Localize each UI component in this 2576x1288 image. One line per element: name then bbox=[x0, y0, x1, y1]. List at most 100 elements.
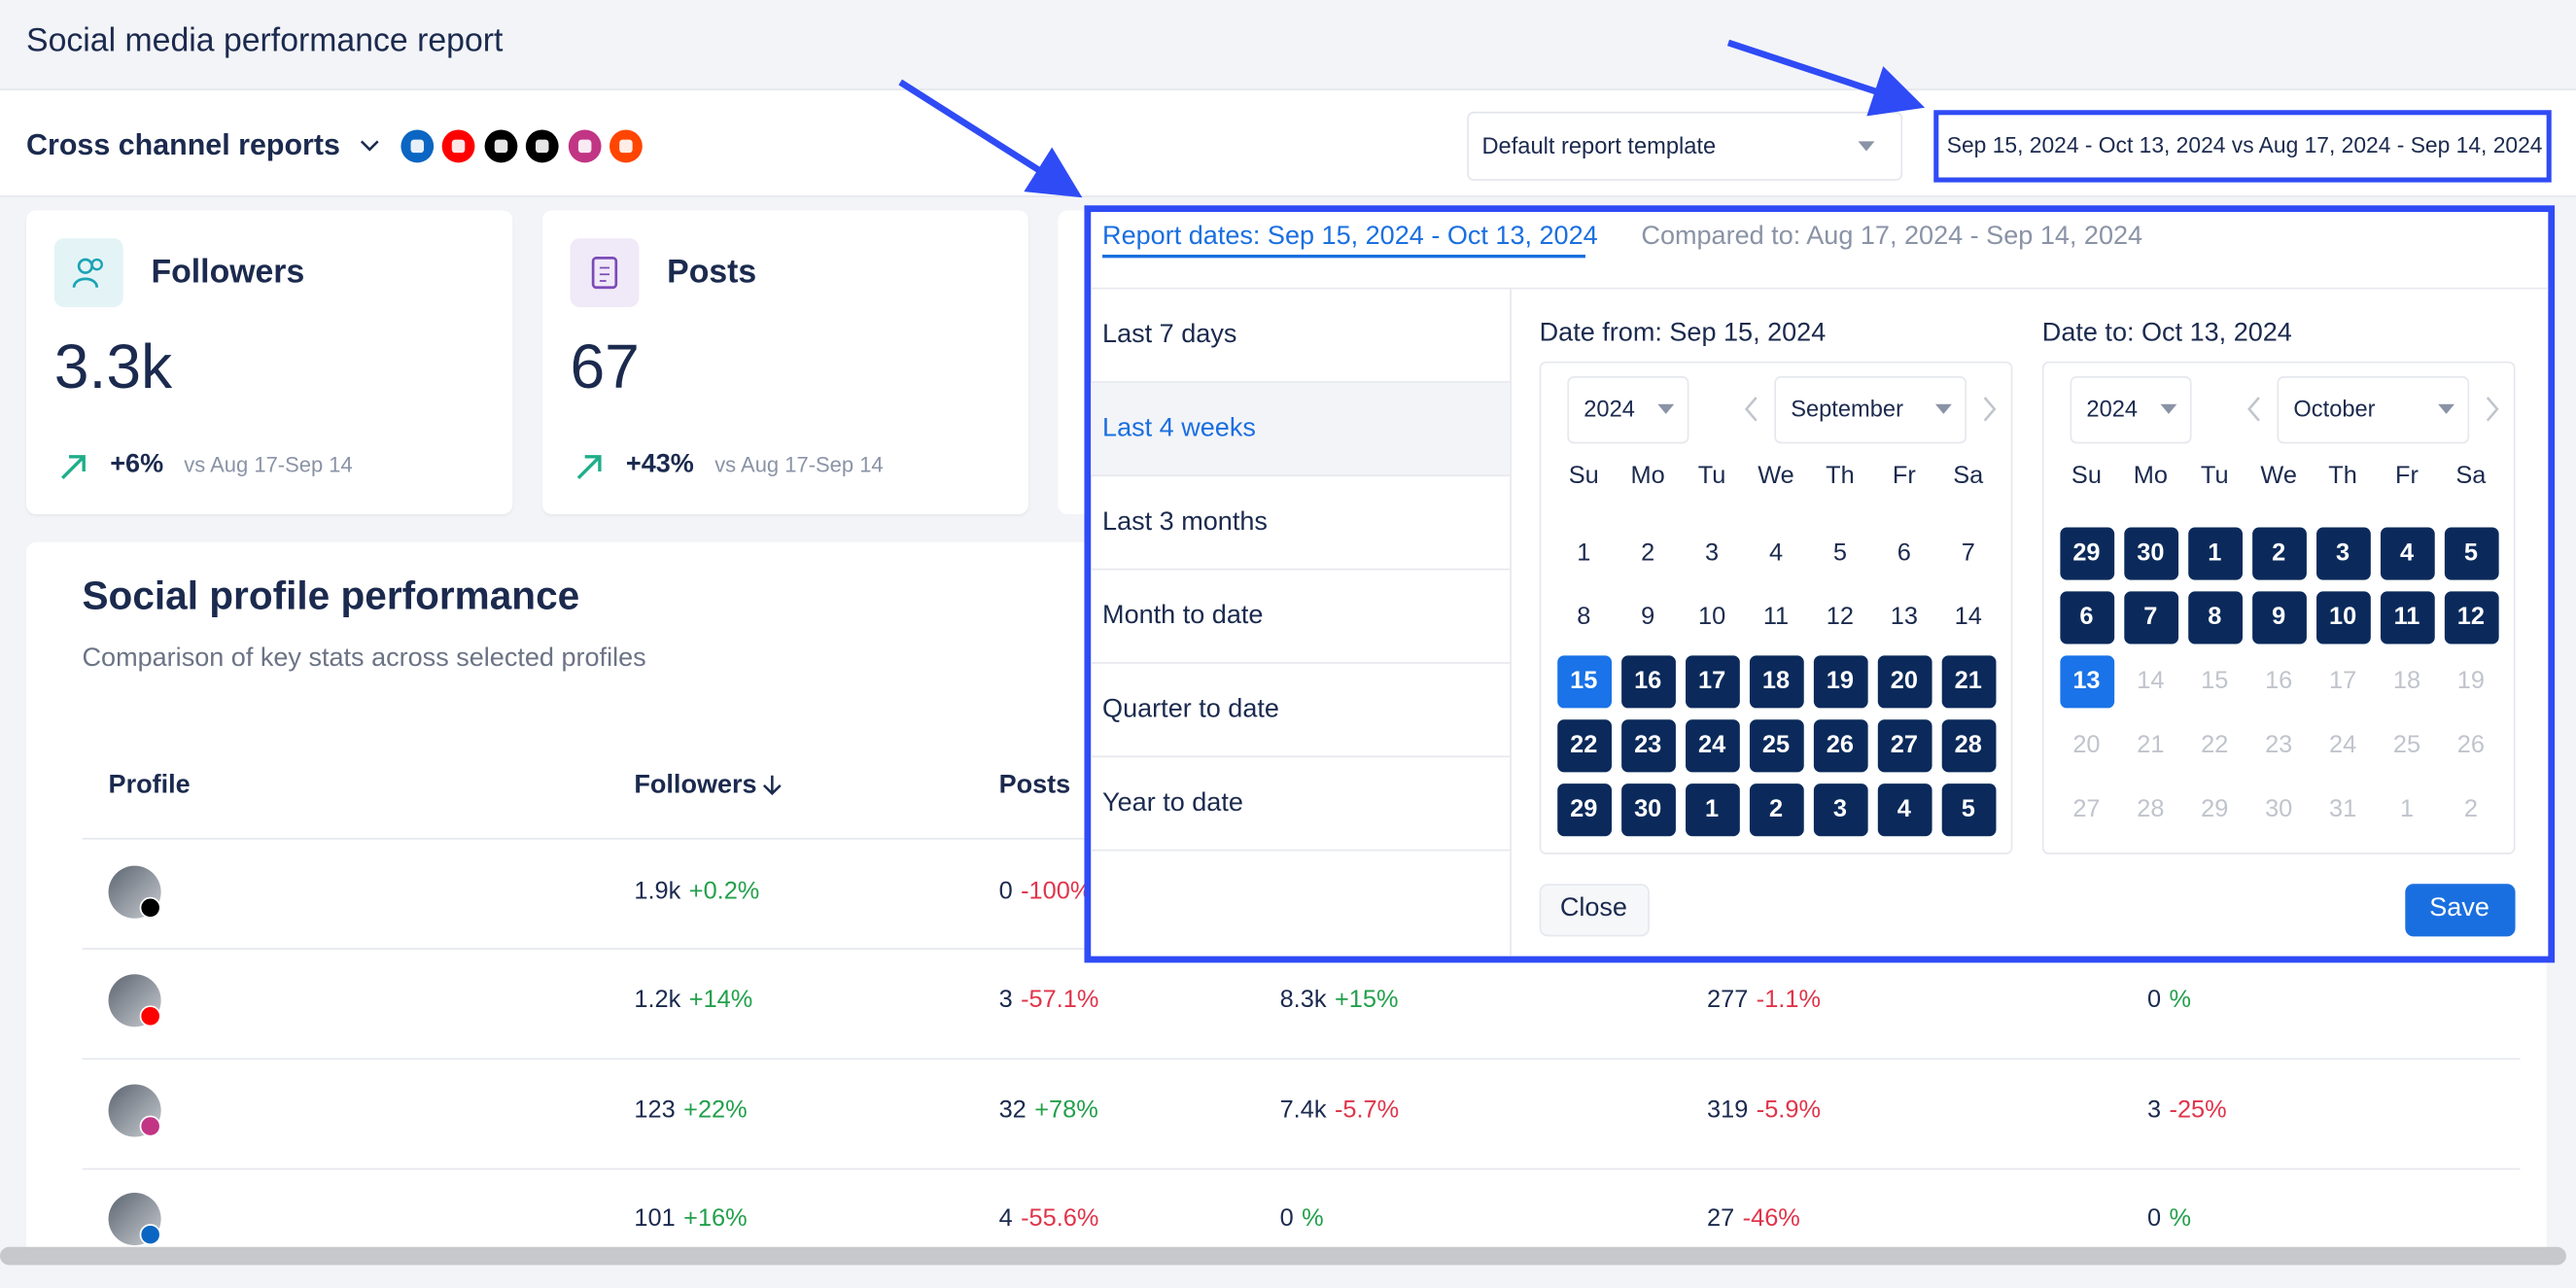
preset-option[interactable]: Year to date bbox=[1102, 788, 1243, 818]
preset-option[interactable]: Quarter to date bbox=[1102, 695, 1279, 724]
close-button[interactable] bbox=[1539, 884, 1650, 937]
top-bar bbox=[0, 0, 2576, 90]
selected-day bbox=[1620, 783, 1676, 837]
calendar-day[interactable]: 13 bbox=[2072, 667, 2101, 695]
calendar-day[interactable]: 13 bbox=[1890, 603, 1918, 631]
selected-day bbox=[2187, 591, 2243, 644]
calendar-day[interactable]: 14 bbox=[1954, 603, 1982, 631]
column-header[interactable]: Followers bbox=[634, 771, 757, 800]
calendar-day[interactable]: 12 bbox=[2456, 603, 2486, 631]
calendar-day[interactable]: 30 bbox=[2137, 539, 2165, 568]
calendar-day[interactable]: 28 bbox=[1954, 731, 1982, 759]
calendar-day[interactable]: 29 bbox=[1570, 795, 1598, 823]
calendar-day[interactable]: 18 bbox=[1761, 667, 1791, 695]
calendar-day[interactable]: 22 bbox=[1570, 731, 1598, 759]
column-header[interactable]: Posts bbox=[998, 771, 1071, 800]
cell-change: -55.6% bbox=[1021, 1203, 1099, 1233]
calendar-day[interactable]: 15 bbox=[1570, 667, 1598, 695]
calendar-day[interactable]: 9 bbox=[2272, 603, 2286, 631]
calendar-day[interactable]: 24 bbox=[1697, 731, 1726, 759]
selected-day bbox=[1813, 719, 1867, 773]
calendar-day[interactable]: 2 bbox=[1768, 795, 1784, 823]
trend-arrow bbox=[61, 455, 86, 480]
selected-day bbox=[1940, 719, 1996, 773]
calendar-day[interactable]: 4 bbox=[2399, 539, 2415, 568]
preset-option[interactable]: Last 3 months bbox=[1102, 507, 1268, 537]
card-value: 67 bbox=[570, 333, 640, 403]
calendar-day[interactable]: 5 bbox=[1961, 795, 1975, 823]
selected-day bbox=[1749, 655, 1803, 709]
template-label: Default report template bbox=[1481, 132, 1717, 159]
calendar-day[interactable]: 4 bbox=[1897, 795, 1911, 823]
calendar-day[interactable]: 6 bbox=[2079, 603, 2094, 631]
preset-option[interactable]: Month to date bbox=[1102, 602, 1264, 630]
report-name[interactable]: Cross channel reports bbox=[26, 128, 340, 161]
calendar-day[interactable]: 1 bbox=[1705, 795, 1720, 823]
calendar-day: 15 bbox=[2201, 667, 2229, 695]
calendar-day[interactable]: 11 bbox=[2393, 603, 2420, 631]
cell-change: % bbox=[2169, 1203, 2192, 1233]
cell-value: 319 bbox=[1707, 1096, 1749, 1125]
calendar-day[interactable]: 30 bbox=[1634, 795, 1662, 823]
cell-value: 7.4k bbox=[1279, 1096, 1327, 1125]
save-button[interactable] bbox=[2405, 884, 2516, 937]
picker-tab[interactable]: Report dates: Sep 15, 2024 - Oct 13, 202… bbox=[1102, 222, 1598, 251]
date-range-button[interactable] bbox=[1933, 110, 2552, 183]
calendar-day[interactable]: 2 bbox=[1641, 539, 1655, 568]
calendar-day[interactable]: 10 bbox=[1697, 603, 1726, 631]
calendar-day[interactable]: 9 bbox=[1641, 603, 1655, 631]
selected-day bbox=[1685, 783, 1739, 837]
calendar-day[interactable]: 25 bbox=[1761, 731, 1791, 759]
calendar-day[interactable]: 29 bbox=[2072, 539, 2101, 568]
calendar-day[interactable]: 12 bbox=[1826, 603, 1855, 631]
calendar-day[interactable]: 17 bbox=[1697, 667, 1726, 695]
preset-option[interactable]: Last 4 weeks bbox=[1102, 414, 1256, 443]
calendar-day[interactable]: 19 bbox=[1826, 667, 1855, 695]
year-select[interactable] bbox=[1567, 376, 1689, 444]
selected-day bbox=[2444, 527, 2498, 580]
calendar-day[interactable]: 6 bbox=[1897, 539, 1911, 568]
template-select[interactable] bbox=[1467, 111, 1903, 181]
selected-day bbox=[1620, 719, 1676, 773]
calendar-day[interactable]: 21 bbox=[1954, 667, 1982, 695]
calendar-day[interactable]: 7 bbox=[2143, 603, 2158, 631]
calendar-day[interactable]: 1 bbox=[1577, 539, 1591, 568]
month-select[interactable] bbox=[1774, 376, 1967, 444]
save-label: Save bbox=[2429, 894, 2489, 922]
weekday: Th bbox=[2328, 461, 2357, 490]
calendar-day[interactable]: 7 bbox=[1961, 539, 1975, 568]
calendar-day[interactable]: 3 bbox=[2336, 539, 2350, 568]
calendar-day[interactable]: 11 bbox=[1762, 603, 1790, 631]
social-glyph bbox=[577, 139, 591, 154]
calendar-day[interactable]: 20 bbox=[1890, 667, 1918, 695]
calendar-day[interactable]: 16 bbox=[1634, 667, 1662, 695]
year-select[interactable] bbox=[2070, 376, 2192, 444]
calendar-day[interactable]: 8 bbox=[1577, 603, 1591, 631]
calendar-day[interactable]: 26 bbox=[1826, 731, 1855, 759]
card-change: +43% bbox=[625, 450, 694, 479]
preset-option[interactable]: Last 7 days bbox=[1102, 321, 1237, 349]
dropdown-caret bbox=[2438, 403, 2455, 414]
calendar-day[interactable]: 4 bbox=[1768, 539, 1784, 568]
calendar-day[interactable]: 2 bbox=[2272, 539, 2286, 568]
month-select[interactable] bbox=[2277, 376, 2470, 444]
card-title: Posts bbox=[667, 254, 757, 292]
picker-tab[interactable]: Compared to: Aug 17, 2024 - Sep 14, 2024 bbox=[1641, 222, 2143, 251]
weekday: We bbox=[2260, 461, 2297, 490]
calendar-day[interactable]: 1 bbox=[2208, 539, 2222, 568]
preset-divider bbox=[1091, 381, 1511, 383]
calendar-day[interactable]: 3 bbox=[1705, 539, 1720, 568]
calendar-day[interactable]: 3 bbox=[1832, 795, 1847, 823]
year-value: 2024 bbox=[2086, 395, 2139, 422]
cell-value: 0 bbox=[1279, 1203, 1294, 1233]
network-badge bbox=[139, 1224, 161, 1246]
calendar-day[interactable]: 8 bbox=[2208, 603, 2222, 631]
calendar-day[interactable]: 10 bbox=[2328, 603, 2357, 631]
selected-day bbox=[1685, 655, 1739, 709]
calendar-day[interactable]: 23 bbox=[1634, 731, 1662, 759]
selected-day bbox=[2380, 527, 2434, 580]
calendar-day[interactable]: 27 bbox=[1890, 731, 1918, 759]
cell-change: -46% bbox=[1742, 1203, 1800, 1233]
calendar-day[interactable]: 5 bbox=[2463, 539, 2478, 568]
calendar-day[interactable]: 5 bbox=[1832, 539, 1847, 568]
